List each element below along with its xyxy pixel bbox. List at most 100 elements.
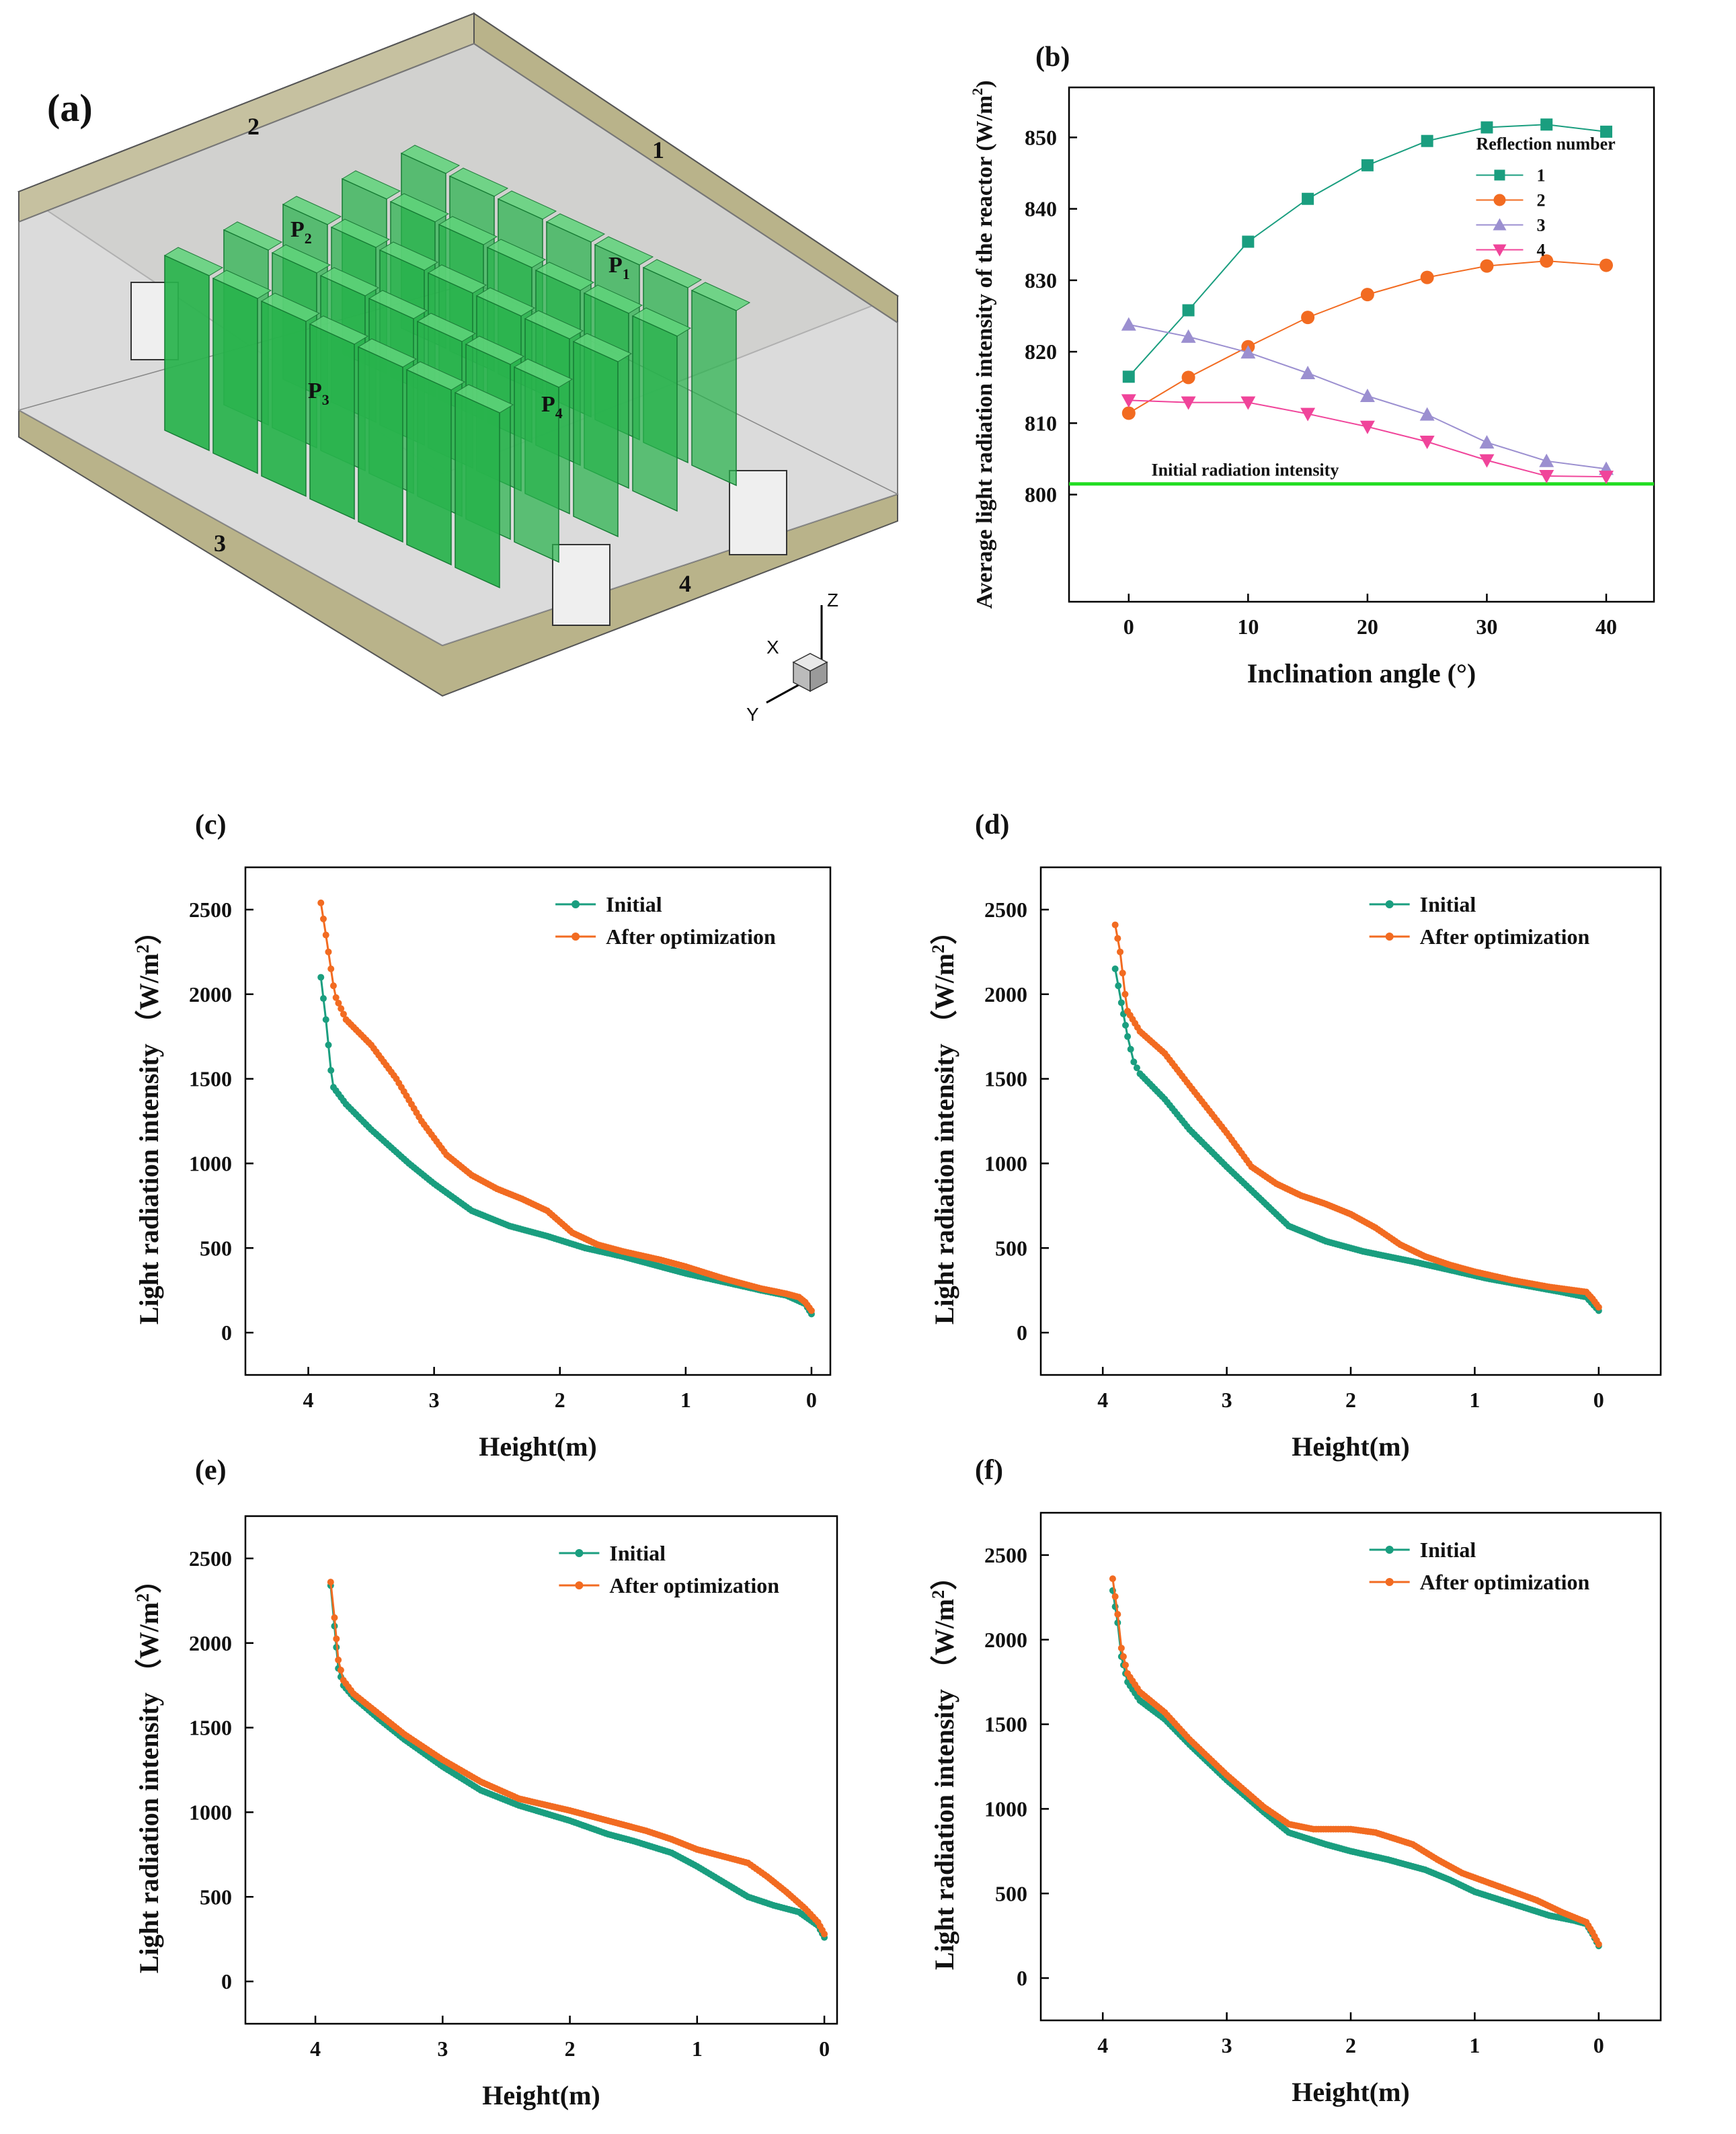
legend-label: 3 bbox=[1536, 215, 1545, 235]
data-point-optimized bbox=[333, 1635, 340, 1643]
plate bbox=[358, 346, 403, 543]
x-tick-label: 1 bbox=[680, 1388, 691, 1412]
legend-label: After optimization bbox=[606, 924, 776, 949]
data-point-optimized bbox=[335, 1656, 342, 1663]
data-point-series-4 bbox=[1539, 470, 1554, 483]
wall-label-1: 1 bbox=[652, 136, 664, 163]
x-tick-label: 0 bbox=[819, 2037, 830, 2061]
y-tick-label: 500 bbox=[995, 1236, 1027, 1260]
series-line-initial bbox=[1111, 1590, 1600, 1946]
legend-label: Initial bbox=[1420, 1538, 1476, 1562]
data-point-initial bbox=[1122, 1021, 1130, 1029]
y-axis-label-main: Average light radiation intensity of the… bbox=[972, 95, 997, 609]
data-point-optimized bbox=[1111, 921, 1119, 928]
legend-marker bbox=[1385, 1578, 1394, 1586]
chart-b: (b) 0 10 20 30 40 800 810 820 830 840 850 Inclinatio… bbox=[969, 42, 1655, 688]
data-point-optimized bbox=[1117, 948, 1124, 955]
series-line-initial bbox=[329, 1585, 826, 1938]
data-point-optimized bbox=[1595, 1304, 1602, 1311]
y-axis-label-end: ） bbox=[134, 1567, 164, 1593]
data-point-series-2 bbox=[1599, 258, 1613, 272]
x-tick-label: 4 bbox=[310, 2037, 321, 2061]
plate-label-p4: P4 bbox=[541, 392, 563, 422]
x-tick-label: 4 bbox=[1097, 2033, 1108, 2057]
axis-y-label: Y bbox=[746, 704, 759, 725]
y-tick-label: 1500 bbox=[984, 1712, 1027, 1737]
data-point-initial bbox=[322, 1016, 329, 1023]
wall-label-4: 4 bbox=[679, 570, 691, 597]
y-axis-label-end: ） bbox=[134, 918, 164, 945]
x-tick-label: 2 bbox=[1345, 1388, 1356, 1412]
y-axis-label: Light radiation intensity （W/m2） bbox=[133, 918, 164, 1325]
series-line-optimized bbox=[329, 1581, 826, 1935]
data-point-initial bbox=[317, 974, 325, 981]
legend-marker bbox=[571, 933, 580, 941]
data-point-optimized bbox=[338, 1005, 345, 1013]
y-tick-label: 820 bbox=[1025, 340, 1057, 364]
x-tick-label: 20 bbox=[1357, 615, 1378, 639]
legend-marker bbox=[575, 1549, 584, 1557]
data-point-series-1 bbox=[1361, 159, 1374, 171]
data-point-optimized bbox=[340, 1011, 347, 1018]
legend-marker bbox=[575, 1581, 584, 1589]
y-tick-label: 1000 bbox=[984, 1151, 1027, 1175]
plate bbox=[309, 323, 355, 520]
data-point-optimized bbox=[1114, 1611, 1121, 1618]
chart-e: (e) 4 3 2 1 0 0 500 1000 1500 2000 2500 Height(m) Lig… bbox=[133, 1455, 838, 2110]
wall-label-2: 2 bbox=[247, 113, 260, 140]
y-axis-label-main: Light radiation intensity （W/m bbox=[929, 1599, 959, 1970]
data-point-series-3 bbox=[1359, 389, 1375, 402]
legend-label: After optimization bbox=[1420, 924, 1590, 949]
panel-label: (b) bbox=[1035, 42, 1070, 73]
legend-label: Initial bbox=[606, 892, 662, 916]
plate-array bbox=[163, 145, 751, 589]
legend-marker bbox=[1385, 900, 1394, 908]
data-point-optimized bbox=[327, 965, 335, 972]
legend-marker bbox=[1493, 218, 1507, 231]
x-axis-label: Height(m) bbox=[1292, 2077, 1410, 2107]
series-line-optimized bbox=[1111, 1578, 1600, 1945]
y-tick-label: 2000 bbox=[189, 982, 232, 1006]
y-axis-label: Light radiation intensity （W/m2） bbox=[929, 1563, 959, 1970]
panel-label: (c) bbox=[195, 809, 227, 840]
y-tick-label: 500 bbox=[200, 1236, 232, 1260]
y-axis-label-sup: 2 bbox=[929, 945, 948, 953]
x-tick-label: 0 bbox=[1593, 1388, 1604, 1412]
data-point-optimized bbox=[327, 1579, 334, 1586]
legend-marker bbox=[1493, 244, 1507, 257]
axis-z-label: Z bbox=[827, 590, 838, 610]
y-tick-label: 0 bbox=[221, 1969, 232, 1993]
y-axis-label: Average light radiation intensity of the… bbox=[969, 80, 997, 608]
plate bbox=[691, 289, 737, 487]
data-point-series-2 bbox=[1420, 270, 1434, 284]
data-point-optimized bbox=[1121, 990, 1129, 998]
x-tick-label: 2 bbox=[555, 1388, 565, 1412]
data-point-optimized bbox=[317, 899, 325, 906]
y-tick-label: 2000 bbox=[189, 1631, 232, 1655]
data-point-series-3 bbox=[1539, 453, 1554, 467]
data-point-optimized bbox=[320, 915, 327, 922]
data-point-series-3 bbox=[1181, 329, 1196, 343]
data-point-series-3 bbox=[1300, 366, 1316, 379]
data-point-optimized bbox=[335, 999, 342, 1006]
x-tick-label: 40 bbox=[1595, 615, 1617, 639]
plate bbox=[261, 300, 307, 498]
data-point-optimized bbox=[322, 931, 329, 939]
panel-label: (d) bbox=[975, 809, 1009, 840]
data-point-optimized bbox=[329, 982, 337, 990]
x-axis-label: Inclination angle (°) bbox=[1247, 658, 1476, 688]
x-tick-label: 30 bbox=[1476, 615, 1497, 639]
data-point-optimized bbox=[1109, 1575, 1116, 1583]
data-point-series-3 bbox=[1240, 345, 1256, 359]
data-point-series-1 bbox=[1182, 304, 1195, 317]
legend-label: 4 bbox=[1536, 240, 1545, 260]
data-point-series-2 bbox=[1480, 259, 1494, 273]
plate-label-p3: P3 bbox=[308, 379, 329, 408]
y-tick-label: 830 bbox=[1025, 268, 1057, 292]
data-point-initial bbox=[1111, 965, 1119, 972]
y-axis-label: Light radiation intensity （W/m2） bbox=[929, 918, 959, 1325]
y-tick-label: 2500 bbox=[984, 1543, 1027, 1567]
x-tick-label: 2 bbox=[1345, 2033, 1356, 2057]
legend-marker bbox=[1494, 169, 1505, 181]
